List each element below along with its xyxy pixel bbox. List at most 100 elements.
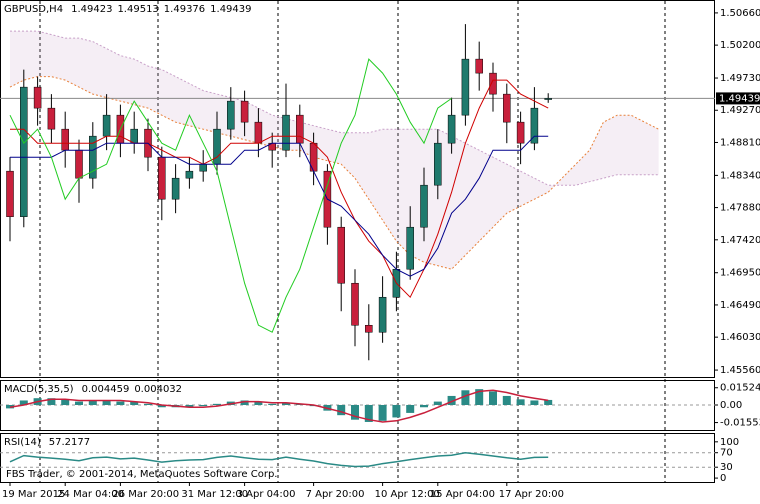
y-tick-label: 1.46030 <box>720 332 760 343</box>
header-value: 1.49423 <box>71 4 112 15</box>
candle-body <box>20 86 28 217</box>
candle-body <box>516 121 525 144</box>
y-tick-label: 30 <box>720 462 733 473</box>
y-tick-label: 1.45560 <box>720 365 760 376</box>
candle-body <box>227 100 235 130</box>
header-value: 0.004032 <box>134 384 182 395</box>
candle-body <box>378 296 387 333</box>
macd-bar <box>268 403 277 405</box>
candle-body <box>475 58 483 74</box>
candle-body <box>102 114 111 137</box>
kijun-line <box>10 135 549 277</box>
macd-bar <box>199 404 208 407</box>
macd-bar <box>530 400 539 405</box>
candle-body <box>171 177 180 200</box>
y-tick-label: 1.49730 <box>720 73 760 84</box>
header-value: 0.004459 <box>82 384 130 395</box>
y-tick-label: 0 <box>720 473 726 484</box>
macd-bar <box>502 395 511 405</box>
current-price-box <box>716 92 760 105</box>
macd-panel-frame <box>0 380 715 431</box>
y-tick-label: 0.00 <box>720 400 742 411</box>
signal-line <box>9 389 549 423</box>
candle-body <box>282 114 290 151</box>
x-tick-label: 26 Mar 20:00 <box>112 489 179 500</box>
macd-bar <box>461 390 470 405</box>
x-tick-label: 15 Apr 04:00 <box>430 489 495 500</box>
indicator-title: GBPUSD,H4 <box>4 4 63 15</box>
y-tick-label: -0.015538 <box>720 418 760 429</box>
candle-body <box>503 93 511 123</box>
copyright: FBS Trader, © 2001-2014, MetaQuotes Soft… <box>6 469 277 480</box>
macd-bar <box>157 404 166 408</box>
price-panel-frame <box>0 0 715 378</box>
header-value: 57.2177 <box>49 437 90 448</box>
candle-body <box>461 58 470 116</box>
macd-bar <box>489 391 497 405</box>
x-tick-label: 31 Mar 12:00 <box>181 489 248 500</box>
candle-body <box>75 149 83 179</box>
x-tick-label: 19 Mar 2015 <box>2 489 65 500</box>
candle-body <box>47 107 56 130</box>
macd-bar <box>378 404 387 421</box>
header-value: 1.49376 <box>164 4 205 15</box>
candle-body <box>434 142 442 186</box>
y-tick-label: 1.47420 <box>720 235 760 246</box>
macd-bar <box>447 395 456 405</box>
candle-body <box>296 114 304 144</box>
candle-body <box>199 163 207 172</box>
kumo-cloud <box>10 31 659 270</box>
y-tick-label: 70 <box>720 448 733 459</box>
macd-bar <box>240 400 249 405</box>
macd-bar <box>185 404 194 408</box>
candle-body <box>6 170 14 217</box>
macd-bar <box>420 404 428 408</box>
macd-bar <box>337 404 346 416</box>
macd-bar <box>130 401 139 405</box>
candle-body <box>33 86 42 109</box>
macd-bar <box>75 401 83 405</box>
y-tick-label: 1.46950 <box>720 268 760 279</box>
candle-body <box>447 114 456 144</box>
x-tick-label: 7 Apr 20:00 <box>306 489 365 500</box>
macd-bar <box>544 399 553 405</box>
y-tick-label: 1.48810 <box>720 137 760 148</box>
macd-bar <box>392 404 401 418</box>
kumo-span-b <box>10 30 659 186</box>
tenkan-line <box>10 79 549 299</box>
candle-body <box>365 324 373 333</box>
y-tick-label: 1.48340 <box>720 170 760 181</box>
indicator-title: RSI(14) <box>4 437 41 448</box>
header-value: 1.49439 <box>210 4 251 15</box>
macd-bar <box>19 400 28 405</box>
macd-bar <box>47 398 56 405</box>
rsi-panel-frame <box>0 433 715 483</box>
candle-body <box>130 128 138 144</box>
candle-body <box>89 135 97 179</box>
macd-bar <box>213 403 221 405</box>
y-tick-label: 1.50200 <box>720 40 760 51</box>
y-tick-label: 1.47880 <box>720 203 760 214</box>
macd-bar <box>144 403 152 405</box>
chikou-line <box>9 58 452 333</box>
macd-bar <box>102 400 111 405</box>
candle-body <box>337 226 345 284</box>
macd-bar <box>364 404 373 422</box>
y-tick-label: 1.49270 <box>720 105 760 116</box>
candle-body <box>240 100 249 123</box>
macd-bar <box>351 404 359 420</box>
macd-bar <box>116 401 125 405</box>
kumo-span-a <box>9 76 659 270</box>
y-tick-label: 1.50660 <box>720 8 760 19</box>
day-separators <box>39 1 666 482</box>
y-tick-label: 1.46490 <box>720 300 760 311</box>
macd-bar <box>282 402 290 405</box>
y-tick-label: 100 <box>720 437 739 448</box>
current-price-label: 1.49439 <box>719 93 760 104</box>
x-tick-label: 17 Apr 20:00 <box>499 489 564 500</box>
y-tick-label: 0.015241 <box>720 383 760 394</box>
indicator-title: MACD(5,35,5) <box>4 384 74 395</box>
candle-body <box>489 72 497 95</box>
candle-body <box>544 98 552 100</box>
